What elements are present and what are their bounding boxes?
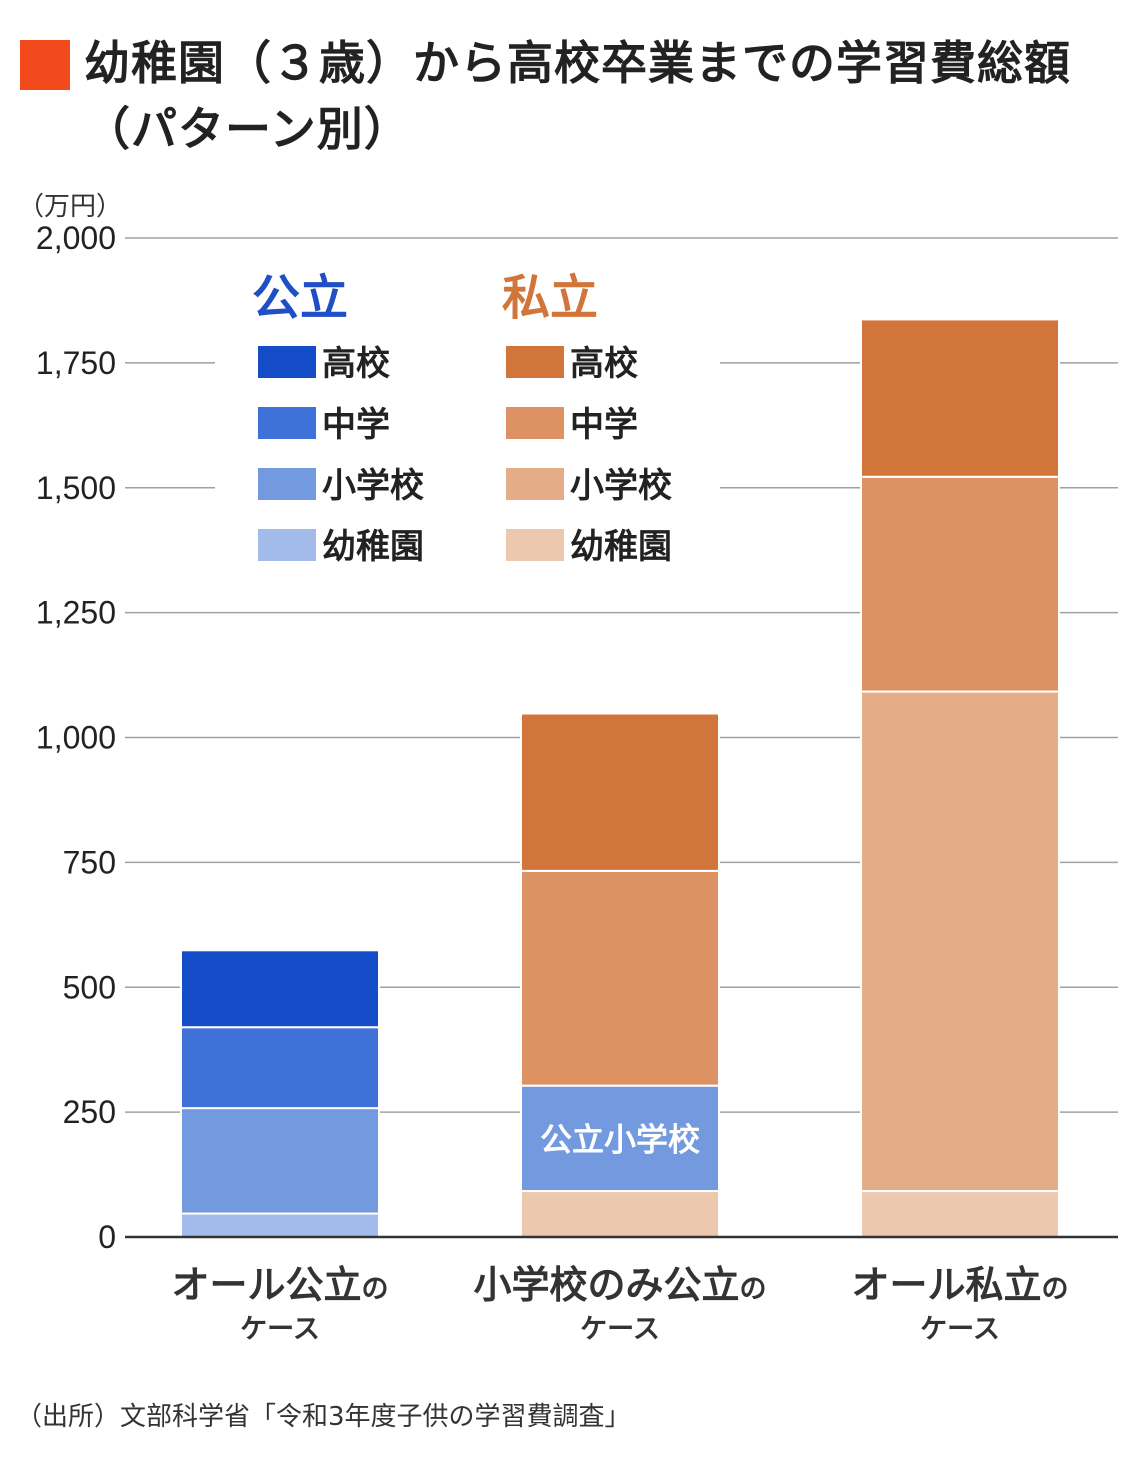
legend-label-public: 小学校 — [322, 466, 424, 506]
bar-segment — [180, 1026, 380, 1110]
legend-label-private: 中学 — [570, 405, 638, 445]
bar-segment — [520, 869, 720, 1087]
legend-public-title: 公立 — [252, 270, 348, 326]
bar-segment — [860, 1190, 1060, 1239]
title-marker — [20, 40, 70, 90]
legend-swatch-public — [258, 346, 316, 378]
legend-swatch-private — [506, 468, 564, 500]
legend-label-public: 中学 — [322, 405, 390, 445]
legend-swatch-private — [506, 346, 564, 378]
bar-segment — [520, 1190, 720, 1239]
source-note: （出所）文部科学省「令和3年度子供の学習費調査」 — [16, 1402, 631, 1432]
y-axis-unit-label: （万円） — [18, 192, 123, 222]
legend-private-title: 私立 — [502, 270, 598, 326]
legend-swatch-public — [258, 529, 316, 561]
legend-swatch-private — [506, 529, 564, 561]
y-tick-label: 500 — [63, 969, 116, 1005]
legend-swatch-public — [258, 468, 316, 500]
bar-segment — [520, 1084, 720, 1193]
category-label: 小学校のみ公立の — [473, 1263, 766, 1307]
y-tick-label: 1,750 — [36, 345, 116, 381]
category-sublabel: ケース — [920, 1314, 1000, 1345]
bar-segment — [860, 475, 1060, 693]
legend-swatch-private — [506, 407, 564, 439]
y-tick-label: 1,000 — [36, 720, 116, 756]
legend-label-private: 幼稚園 — [570, 527, 672, 567]
bar-segment — [180, 1212, 380, 1239]
y-tick-label: 750 — [63, 844, 116, 880]
y-tick-label: 250 — [63, 1094, 116, 1130]
segment-label: 公立小学校 — [540, 1120, 700, 1158]
category-label: オール公立の — [171, 1263, 388, 1307]
legend-label-private: 小学校 — [570, 466, 672, 506]
bar-segment — [860, 690, 1060, 1193]
category-sublabel: ケース — [580, 1314, 660, 1345]
y-tick-label: 0 — [98, 1219, 116, 1255]
y-tick-label: 1,250 — [36, 595, 116, 631]
bar-segment — [180, 1107, 380, 1215]
legend-swatch-public — [258, 407, 316, 439]
legend-label-public: 幼稚園 — [322, 527, 424, 567]
bar-segment — [520, 712, 720, 872]
category-sublabel: ケース — [240, 1314, 320, 1345]
legend-label-public: 高校 — [322, 344, 390, 384]
category-label: オール私立の — [851, 1263, 1068, 1307]
legend-label-private: 高校 — [570, 344, 638, 384]
chart-title: 幼稚園（３歳）から高校卒業までの学習費総額（パターン別） — [84, 36, 1071, 156]
y-tick-label: 2,000 — [36, 220, 116, 256]
y-tick-label: 1,500 — [36, 470, 116, 506]
bar-segment — [860, 318, 1060, 478]
bar-segment — [180, 949, 380, 1029]
